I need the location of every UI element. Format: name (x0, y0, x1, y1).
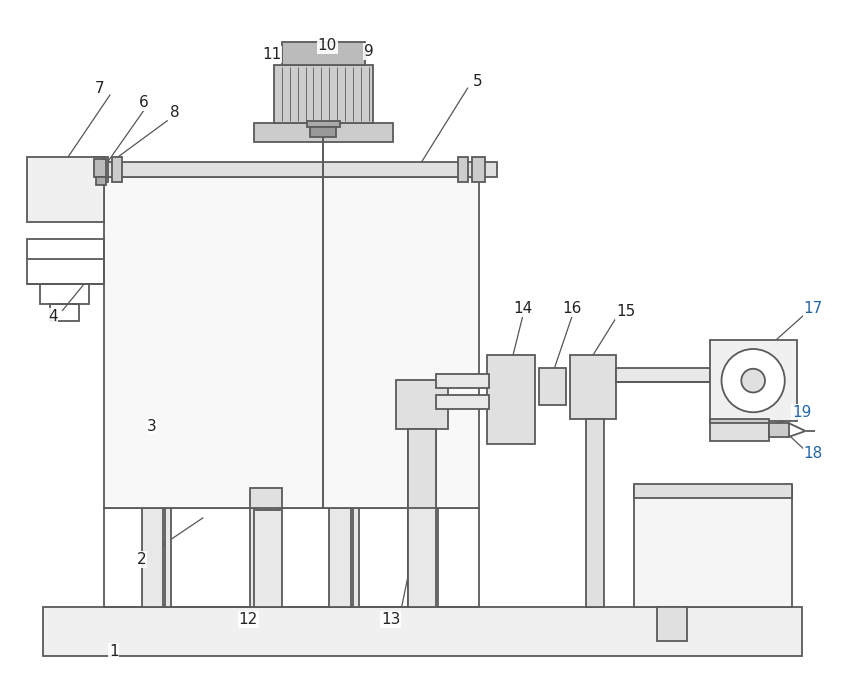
Bar (408, 429, 436, 607)
Bar (411, 427, 434, 431)
Text: 10: 10 (318, 38, 337, 53)
Bar (436, 373, 490, 387)
Bar (274, 508, 279, 607)
Bar (408, 508, 430, 607)
Bar (769, 423, 789, 437)
Text: 8: 8 (170, 105, 180, 120)
Text: 17: 17 (804, 301, 823, 316)
Bar (657, 607, 687, 641)
Bar (27, 157, 104, 221)
Bar (49, 304, 79, 321)
Bar (353, 508, 358, 607)
Text: 13: 13 (381, 612, 400, 628)
Text: 2: 2 (137, 552, 147, 567)
Bar (282, 42, 365, 66)
Bar (104, 177, 479, 508)
Bar (104, 508, 479, 607)
Bar (27, 239, 104, 284)
Text: 6: 6 (139, 96, 148, 110)
Text: 12: 12 (239, 612, 258, 628)
Bar (165, 508, 171, 607)
Bar (457, 157, 468, 182)
Bar (250, 489, 282, 508)
Bar (254, 123, 392, 142)
Bar (471, 157, 485, 182)
Bar (250, 508, 272, 607)
Bar (112, 157, 122, 182)
Circle shape (721, 349, 785, 413)
Text: 15: 15 (616, 304, 635, 319)
Text: 3: 3 (147, 419, 156, 433)
Text: 9: 9 (364, 44, 373, 59)
Bar (615, 368, 710, 382)
Bar (94, 157, 108, 182)
Bar (710, 340, 797, 421)
Text: 1: 1 (109, 644, 119, 659)
Text: 19: 19 (792, 405, 812, 419)
Bar (710, 419, 769, 423)
Bar (43, 607, 801, 656)
Bar (96, 177, 106, 185)
Bar (634, 487, 792, 607)
Bar (306, 121, 340, 126)
Bar (634, 484, 792, 498)
Bar (256, 506, 279, 510)
Bar (141, 508, 163, 607)
Text: 7: 7 (95, 81, 105, 96)
Bar (615, 382, 710, 392)
Bar (436, 396, 490, 409)
Circle shape (741, 369, 765, 392)
Text: 5: 5 (473, 74, 483, 89)
Bar (254, 508, 282, 607)
Bar (539, 368, 567, 406)
Bar (86, 162, 497, 177)
Text: 18: 18 (804, 446, 823, 461)
Bar (432, 508, 438, 607)
Bar (94, 159, 106, 177)
Text: 16: 16 (562, 301, 582, 316)
Bar (329, 508, 351, 607)
Bar (408, 429, 436, 508)
Bar (274, 66, 372, 123)
Bar (710, 421, 769, 441)
Bar (586, 419, 604, 607)
Bar (40, 284, 89, 304)
Text: 4: 4 (48, 309, 57, 324)
Text: 11: 11 (262, 47, 281, 62)
Bar (570, 355, 615, 419)
Bar (311, 126, 336, 137)
Bar (487, 355, 535, 444)
Text: 14: 14 (513, 301, 533, 316)
Bar (397, 380, 448, 429)
